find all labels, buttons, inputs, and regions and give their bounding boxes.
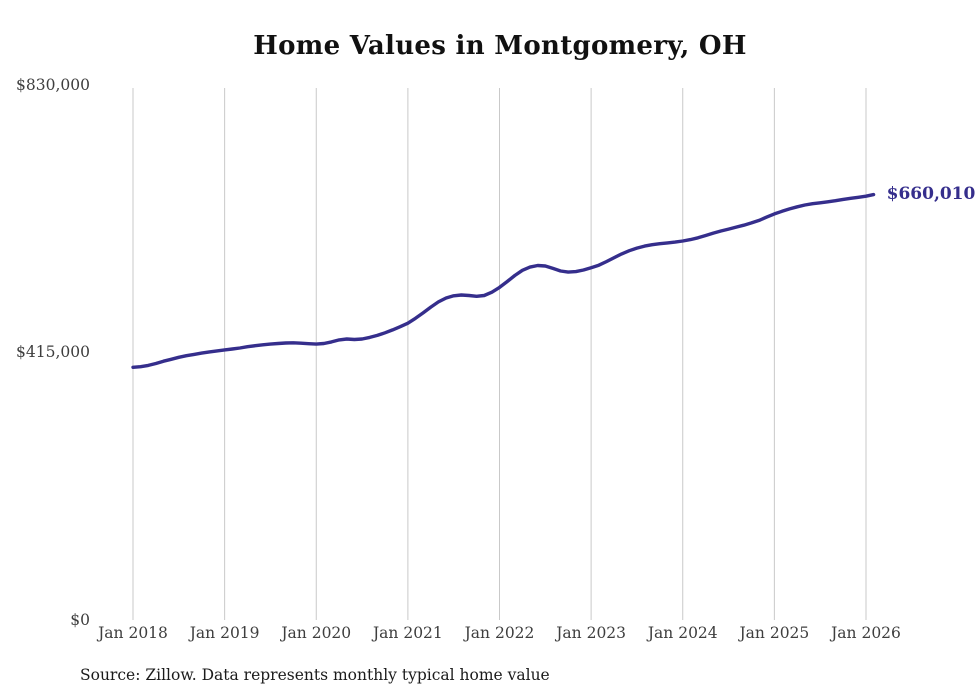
home-value-line [131,192,876,369]
source-note: Source: Zillow. Data represents monthly … [80,666,550,684]
x-axis-label: Jan 2024 [647,624,718,642]
x-axis-label: Jan 2021 [372,624,443,642]
x-axis-label: Jan 2019 [189,624,260,642]
x-axis-label: Jan 2023 [556,624,627,642]
y-axis-label: $830,000 [16,75,90,94]
x-axis-label: Jan 2026 [831,624,901,642]
x-axis-label: Jan 2018 [98,624,168,642]
x-axis-label: Jan 2020 [281,624,352,642]
chart-title: Home Values in Montgomery, OH [253,31,747,61]
x-axis-label: Jan 2025 [739,624,810,642]
y-axis-label: $0 [70,610,90,629]
y-axis-label: $415,000 [16,343,90,361]
latest-value-label: $660,010 [886,183,976,204]
x-axis-label: Jan 2022 [464,624,535,642]
